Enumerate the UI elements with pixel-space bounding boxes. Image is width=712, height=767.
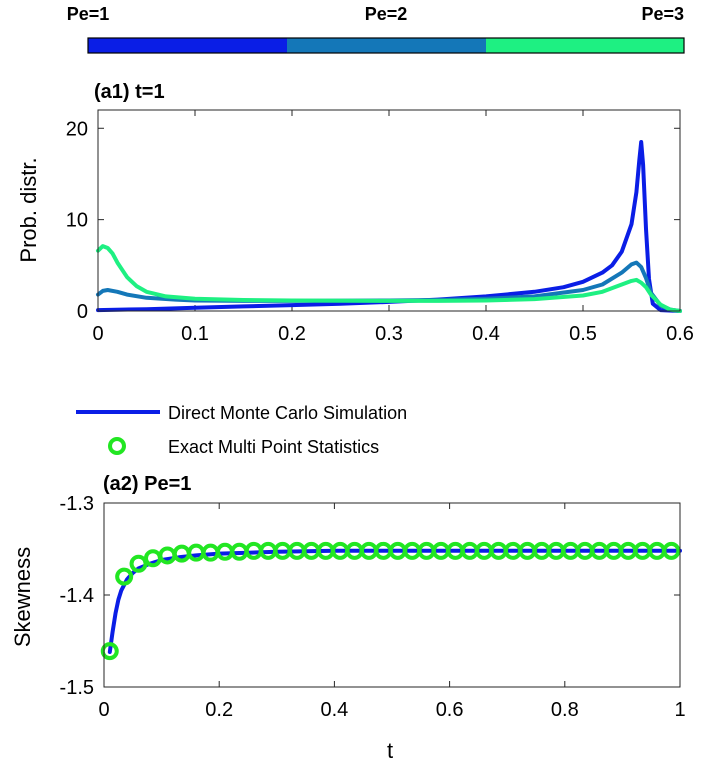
chart-a1-title: (a1) t=1 [94,81,165,103]
chart-a1-lines [96,140,682,313]
colorbar-segment-1 [88,38,287,53]
chart-a1-ylabel: Prob. distr. [16,157,41,262]
y-tick-label: 10 [66,210,88,232]
colorbar: Pe=1 Pe=2 Pe=3 [67,4,685,54]
y-tick-label: -1.5 [60,677,94,699]
x-tick-label: 0.8 [551,699,579,721]
data-point-marker [187,543,206,562]
series-line-3 [96,244,682,313]
colorbar-label-2: Pe=2 [365,4,408,24]
legend-label-1: Direct Monte Carlo Simulation [168,403,407,423]
data-point-marker [662,541,681,560]
colorbar-label-1: Pe=1 [67,4,110,24]
chart-a2-ylabel: Skewness [10,547,35,647]
y-tick-label: 20 [66,118,88,140]
y-tick-label: 0 [77,301,88,323]
chart-a2-xlabel: t [387,738,393,763]
data-point-marker [115,567,134,586]
data-point-marker [129,554,148,573]
chart-a2-markers [100,541,681,661]
colorbar-segment-2 [287,38,486,53]
series-line-1 [107,548,682,654]
chart-a2-lines [107,548,682,654]
x-tick-label: 0.2 [278,323,306,345]
x-tick-label: 0.5 [569,323,597,345]
x-tick-label: 0.6 [436,699,464,721]
chart-a2-ticks: 0 0.2 0.4 0.6 0.8 1 -1.5 -1.4 -1.3 [60,493,686,721]
colorbar-frame [87,37,685,54]
x-tick-label: 0 [98,699,109,721]
x-tick-label: 0.6 [666,323,694,345]
chart-a2-title: (a2) Pe=1 [103,473,191,495]
x-tick-label: 0.3 [375,323,403,345]
x-tick-label: 0 [92,323,103,345]
y-tick-label: -1.4 [60,585,94,607]
colorbar-label-3: Pe=3 [641,4,684,24]
chart-a2: (a2) Pe=1 Skewness t 0 0.2 0.4 0.6 0.8 1 -1.5 -… [10,473,686,763]
chart-a2-frame [103,502,681,688]
y-tick-label: -1.3 [60,493,94,515]
colorbar-segment-3 [486,38,684,53]
chart-a1: (a1) t=1 Prob. distr. 0 0.1 0.2 0.3 0.4 0.5 0.… [16,81,694,345]
x-tick-label: 0.1 [181,323,209,345]
legend: Direct Monte Carlo Simulation Exact Mult… [76,403,407,457]
series-line-1 [96,140,682,313]
x-tick-label: 0.2 [205,699,233,721]
legend-label-2: Exact Multi Point Statistics [168,437,379,457]
x-tick-label: 0.4 [472,323,500,345]
chart-a1-frame [97,109,681,312]
x-tick-label: 1 [674,699,685,721]
data-point-marker [100,642,119,661]
x-tick-label: 0.4 [320,699,348,721]
legend-marker-swatch [108,437,126,455]
